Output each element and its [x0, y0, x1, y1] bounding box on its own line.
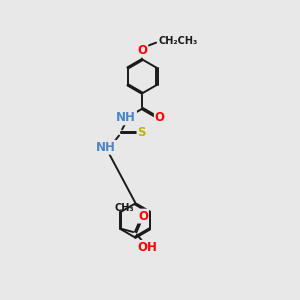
Text: O: O	[138, 210, 148, 223]
Text: CH₃: CH₃	[115, 202, 134, 212]
Text: S: S	[137, 126, 146, 139]
Text: CH₂CH₃: CH₂CH₃	[159, 36, 198, 46]
Text: O: O	[155, 111, 165, 124]
Text: O: O	[137, 44, 147, 57]
Text: OH: OH	[137, 241, 157, 254]
Text: NH: NH	[116, 111, 136, 124]
Text: NH: NH	[96, 141, 116, 154]
